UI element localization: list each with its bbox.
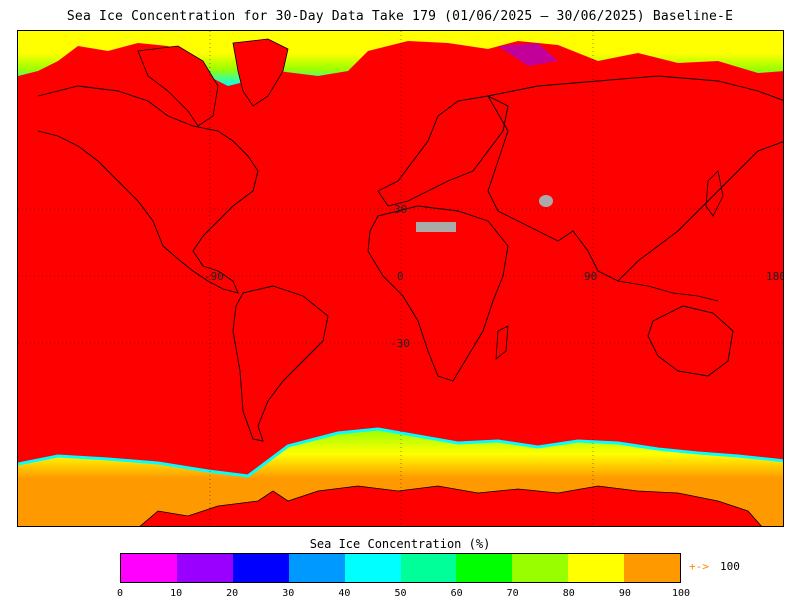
overflow-value: 100 [720,560,740,573]
lat-label-30: 30 [394,203,407,216]
africa [367,205,509,382]
colorbar-tick-label: 30 [282,588,295,599]
colorbar-tick-label: 80 [562,588,575,599]
graticule [18,31,783,526]
colorbar-tick-label: 60 [450,588,463,599]
greenland [232,38,289,107]
colorbar-tick-label: 10 [170,588,183,599]
colorbar-segment [288,554,345,582]
colorbar-segment [232,554,289,582]
colorbar-segment [512,554,569,582]
map-title: Sea Ice Concentration for 30-Day Data Ta… [66,9,734,24]
tibet-no-data-patch [539,195,553,207]
antarctic-ice-edge [18,427,783,478]
europe [377,95,509,207]
colorbar-segment [456,554,513,582]
australia [647,305,734,377]
madagascar [495,325,509,360]
colorbar-segment [176,554,233,582]
colorbar-tick-label: 100 [671,588,691,599]
lon-label-90: 90 [584,270,597,283]
colorbar-tick-label: 90 [618,588,631,599]
arctic-islands [137,45,219,127]
lon-label-180: 180 [766,270,784,283]
japan [705,170,724,217]
colorbar-title: Sea Ice Concentration (%) [309,537,491,551]
colorbar-segment [344,554,401,582]
indonesia-islands [617,280,719,302]
colorbar-segment [121,554,177,582]
colorbar-tick-label: 20 [226,588,239,599]
svalbard-region-ice [498,43,558,66]
lat-label-m30: -30 [390,337,410,350]
lat-label-0: 0 [397,270,404,283]
asia [487,75,783,282]
sea-ice-map: 30 0 -30 -90 90 180 [17,30,784,527]
colorbar-segment [400,554,457,582]
south-america [232,285,329,442]
overflow-arrow: +-> [689,560,709,573]
colorbar-segment [568,554,625,582]
colorbar [120,553,681,583]
colorbar-tick-label: 0 [116,588,124,599]
antarctica [139,485,762,526]
colorbar-segment [624,554,681,582]
sahara-no-data-patch [416,222,456,232]
colorbar-tick-label: 70 [506,588,519,599]
colorbar-tick-label: 40 [338,588,351,599]
north-america [37,85,259,294]
lon-label-m90: -90 [204,270,224,283]
colorbar-tick-label: 50 [394,588,407,599]
